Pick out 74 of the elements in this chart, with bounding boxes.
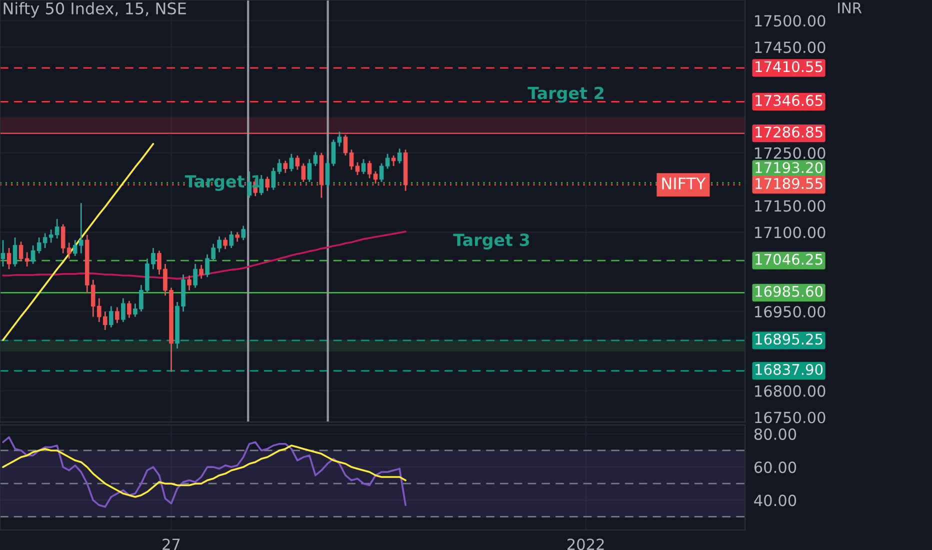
y-tick-label: 16950.00 bbox=[755, 306, 826, 318]
candlestick bbox=[289, 153, 294, 172]
candlestick bbox=[373, 170, 378, 184]
candlestick bbox=[42, 232, 48, 249]
candlestick bbox=[229, 230, 234, 249]
y-tick-label: 17450.00 bbox=[755, 42, 826, 54]
candlestick bbox=[343, 134, 348, 156]
candlestick bbox=[187, 274, 192, 292]
ref-line-label: 16837.90 bbox=[756, 364, 823, 375]
ref-line-label: 16985.60 bbox=[756, 286, 823, 297]
candlestick bbox=[379, 162, 384, 183]
ref-line-label: 17286.85 bbox=[756, 126, 822, 138]
candlestick bbox=[337, 130, 342, 148]
y-tick-label: 17500.00 bbox=[755, 15, 826, 27]
annotation: Target 3 bbox=[453, 234, 530, 250]
y-tick-label: 16750.00 bbox=[755, 412, 826, 424]
candlestick bbox=[30, 244, 36, 265]
text: INR bbox=[838, 2, 862, 14]
candlestick bbox=[121, 298, 126, 323]
candlestick bbox=[259, 174, 264, 196]
chart-title: Nifty 50 Index, 15, NSE bbox=[4, 2, 186, 18]
candlestick bbox=[235, 231, 240, 242]
annotation: NIFTY bbox=[662, 178, 706, 190]
ref-line-label: 17046.25 bbox=[756, 254, 822, 265]
candlestick bbox=[265, 176, 270, 192]
y-tick-label: 60.00 bbox=[754, 462, 796, 474]
y-tick-label: 40.00 bbox=[754, 494, 796, 506]
y-tick-label: 80.00 bbox=[754, 428, 796, 440]
candlestick bbox=[397, 148, 402, 164]
candlestick bbox=[385, 153, 390, 170]
candlestick bbox=[115, 306, 120, 324]
candlestick bbox=[301, 162, 306, 183]
candlestick bbox=[349, 148, 354, 170]
x-tick-label: 2022 bbox=[567, 538, 604, 550]
ref-line-label: 17410.55 bbox=[756, 61, 822, 72]
candlestick bbox=[331, 138, 336, 167]
candlestick bbox=[60, 224, 66, 254]
candlestick bbox=[12, 236, 18, 268]
candlestick bbox=[295, 154, 300, 170]
candlestick bbox=[0, 239, 6, 268]
candlestick bbox=[109, 306, 114, 328]
candlestick bbox=[6, 247, 12, 270]
candlestick bbox=[36, 236, 42, 254]
candlestick bbox=[193, 263, 198, 288]
candlestick bbox=[325, 158, 330, 188]
y-tick-label: 17150.00 bbox=[755, 200, 826, 212]
annotation: Target 2 bbox=[528, 86, 604, 103]
ref-line-label: 16895.25 bbox=[756, 334, 822, 345]
candlestick bbox=[241, 225, 246, 241]
candlestick bbox=[66, 242, 72, 260]
candlestick bbox=[48, 228, 54, 244]
candlestick bbox=[18, 240, 24, 262]
candlestick bbox=[283, 160, 288, 174]
candlestick bbox=[127, 300, 132, 319]
candlestick bbox=[361, 158, 366, 175]
y-tick-label: 17250.00 bbox=[755, 147, 826, 159]
y-tick-label: 16800.00 bbox=[755, 385, 826, 397]
y-tick-label: 17100.00 bbox=[755, 226, 826, 238]
ref-line-label: 17193.20 bbox=[756, 162, 823, 174]
annotation: Target 1 bbox=[184, 175, 262, 191]
candlestick bbox=[307, 158, 312, 183]
line-series bbox=[2, 436, 406, 508]
candlestick bbox=[199, 264, 204, 280]
line-series bbox=[2, 142, 154, 341]
candlestick bbox=[367, 160, 372, 179]
candlestick bbox=[54, 218, 60, 240]
ref-line-label: 17189.55 bbox=[756, 178, 822, 190]
candlestick bbox=[355, 162, 360, 176]
candlestick bbox=[313, 151, 318, 167]
line-series bbox=[2, 444, 406, 498]
x-tick-label: 27 bbox=[162, 538, 180, 550]
candlestick bbox=[223, 236, 228, 250]
candlestick bbox=[247, 170, 252, 198]
ref-line-label: 17346.65 bbox=[756, 94, 822, 106]
